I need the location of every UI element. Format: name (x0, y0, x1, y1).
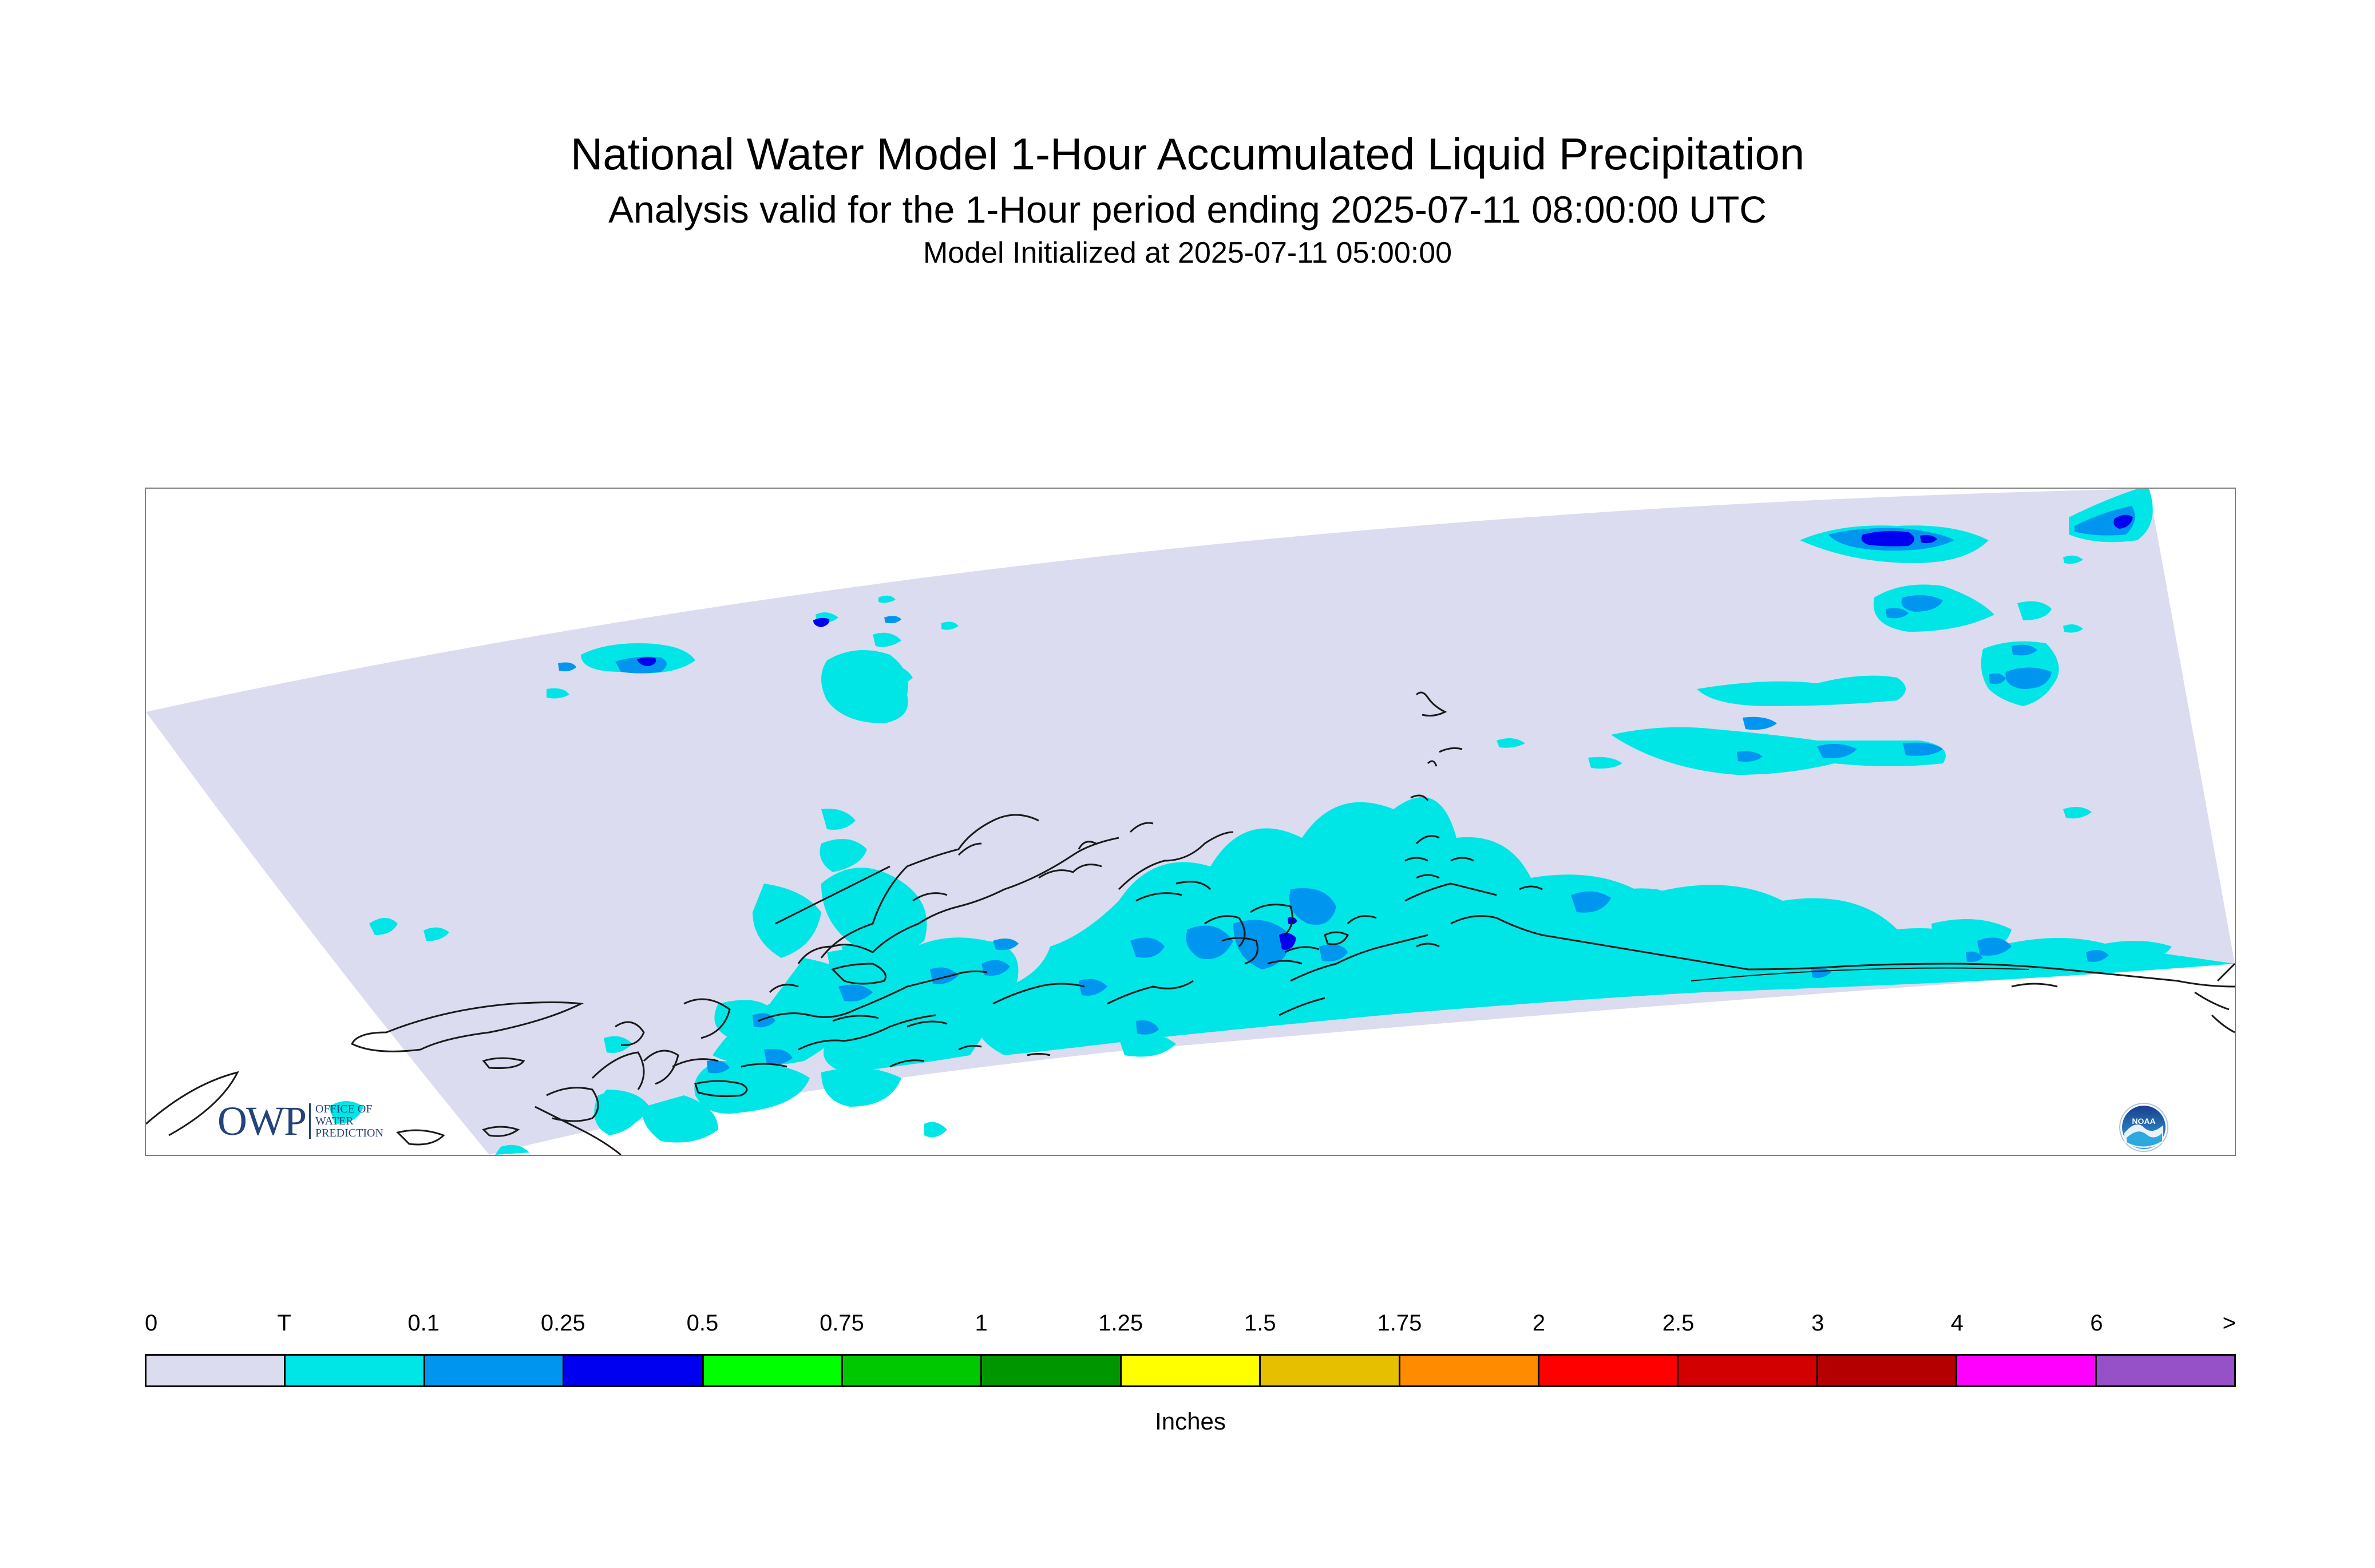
legend-tick-label: 0.75 (820, 1310, 864, 1336)
precip-light (558, 506, 2135, 1074)
legend-swatch (2096, 1356, 2235, 1385)
legend-tick-label: 3 (1811, 1310, 1824, 1336)
legend-tick-label: 0.1 (407, 1310, 440, 1336)
owp-logo-text: OFFICE OF WATER PREDICTION (315, 1103, 383, 1139)
legend-swatch (703, 1356, 844, 1385)
legend-tick-label: 0 (145, 1310, 158, 1336)
owp-logo-letters: OWP (217, 1098, 307, 1144)
legend-swatch (1818, 1356, 1958, 1385)
precip-trace (329, 489, 2235, 1155)
map-panel: OWP OFFICE OF WATER PREDICTION NOAA (145, 488, 2236, 1156)
owp-logo: OWP OFFICE OF WATER PREDICTION (217, 1098, 383, 1144)
legend-swatch (1261, 1356, 1400, 1385)
legend-swatch (1539, 1356, 1679, 1385)
precip-moderate (637, 514, 2133, 950)
legend-tick-label: > (2222, 1310, 2236, 1336)
legend-tick-label: 1.25 (1098, 1310, 1143, 1336)
page-subtitle: Analysis valid for the 1-Hour period end… (608, 188, 1767, 231)
domain-outside-left (146, 712, 489, 1155)
precipitation-map (146, 489, 2235, 1155)
legend-tick-label: 0.25 (540, 1310, 585, 1336)
legend-tick-label: 1.75 (1377, 1310, 1422, 1336)
legend-swatch (1957, 1356, 2097, 1385)
page-title: National Water Model 1-Hour Accumulated … (570, 129, 1805, 179)
owp-logo-line: PREDICTION (315, 1126, 383, 1139)
legend-swatch (843, 1356, 983, 1385)
legend-swatch (1400, 1356, 1540, 1385)
legend-units: Inches (1155, 1408, 1226, 1435)
legend-swatch (1121, 1356, 1261, 1385)
legend-swatch (982, 1356, 1122, 1385)
legend-swatch (564, 1356, 704, 1385)
legend-tick-label: 2 (1532, 1310, 1546, 1336)
legend-tick-label: 0.5 (686, 1310, 719, 1336)
legend-swatch (286, 1356, 425, 1385)
legend-tick-label: 6 (2090, 1310, 2103, 1336)
owp-logo-divider (309, 1103, 311, 1139)
noaa-logo-text: NOAA (2132, 1116, 2155, 1126)
domain-outside-bottom (489, 964, 2235, 1155)
legend-swatch (1679, 1356, 1818, 1385)
color-legend: 0 T 0.1 0.25 0.5 0.75 1 1.25 1.5 1.75 2 2.5 3 4 6 > (145, 1310, 2236, 1402)
legend-swatch (147, 1356, 286, 1385)
owp-logo-line: WATER (315, 1114, 354, 1127)
coastlines (146, 691, 2235, 1155)
legend-color-bar (145, 1354, 2236, 1387)
borders (1691, 967, 2029, 981)
legend-tick-label: T (277, 1310, 291, 1336)
noaa-logo: NOAA (2119, 1103, 2168, 1152)
legend-tick-label: 1 (975, 1310, 988, 1336)
legend-swatch (425, 1356, 565, 1385)
owp-logo-line: OFFICE OF (315, 1102, 373, 1115)
legend-tick-label: 2.5 (1662, 1310, 1695, 1336)
legend-tick-label: 4 (1950, 1310, 1964, 1336)
model-init-time: Model Initialized at 2025-07-11 05:00:00 (923, 236, 1452, 270)
legend-tick-label: 1.5 (1244, 1310, 1276, 1336)
